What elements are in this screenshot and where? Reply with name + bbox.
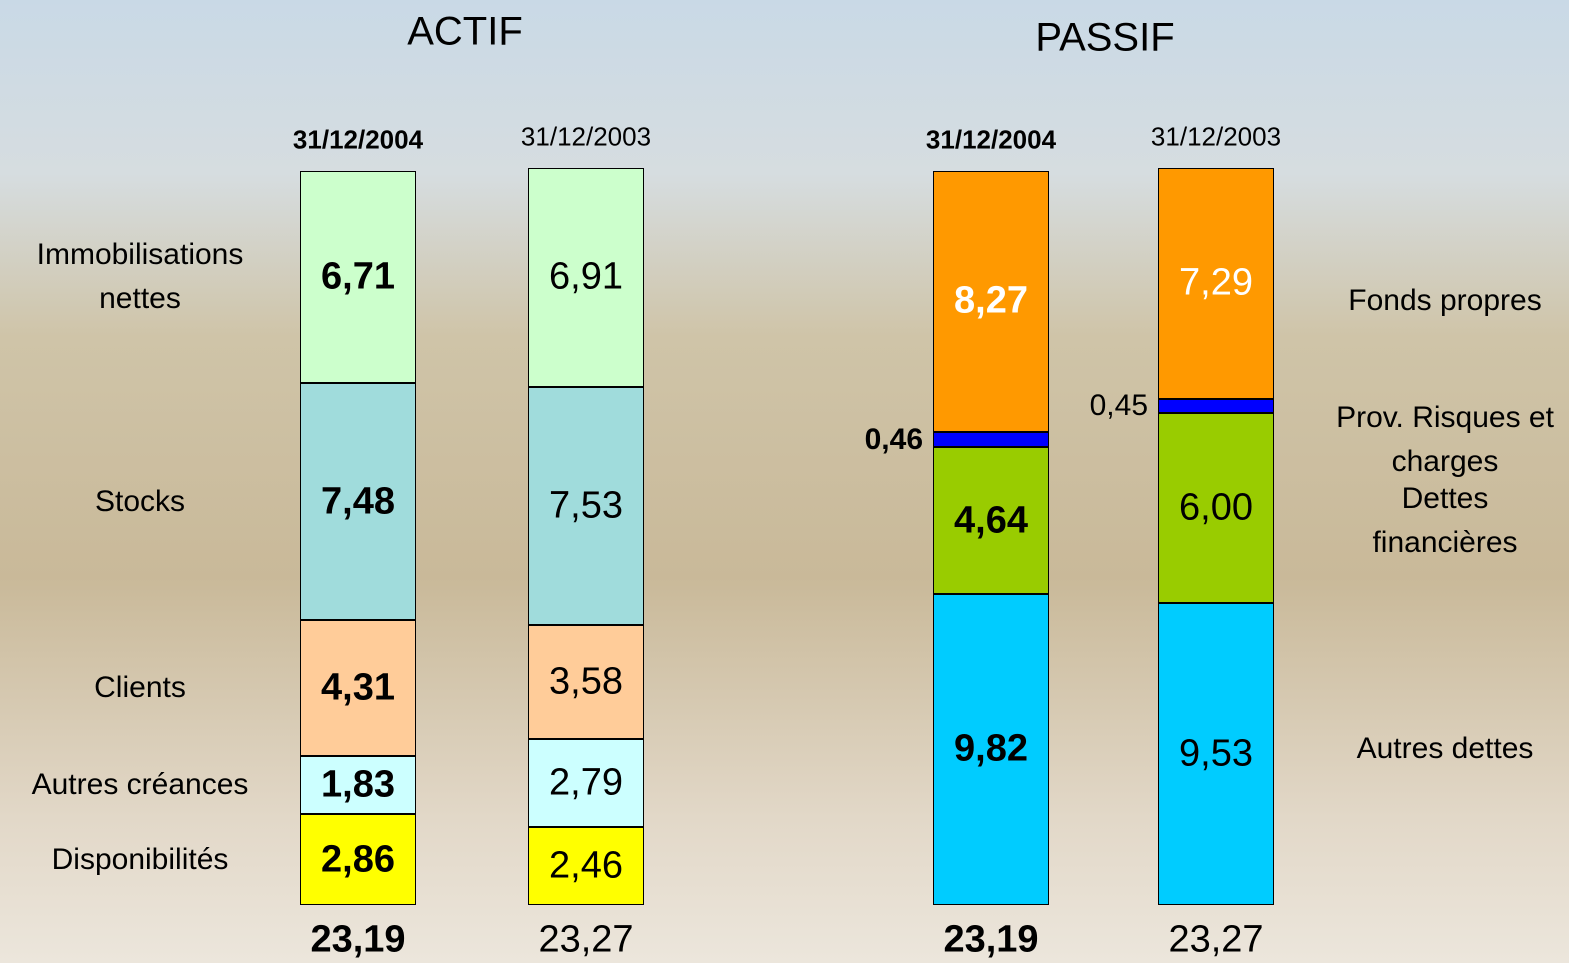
total-label: 23,27 <box>538 918 634 961</box>
bar-segment <box>1158 413 1274 604</box>
bar-segment <box>528 386 644 626</box>
value-label: 9,53 <box>1179 732 1253 775</box>
bar-segment <box>933 170 1049 433</box>
value-label: 7,48 <box>321 480 395 522</box>
bar-segment <box>933 593 1049 905</box>
series-label: Fonds propres <box>1348 284 1542 318</box>
bar-segment <box>528 168 644 387</box>
series-label: Autres dettes <box>1356 732 1534 766</box>
series-label: Prov. Risques et charges <box>1336 400 1554 478</box>
series-label: Immobilisations nettes <box>36 237 244 315</box>
value-label: 6,71 <box>321 255 395 298</box>
bar-segment <box>528 827 644 905</box>
bar-segment <box>933 432 1049 448</box>
series-label: Dettes financières <box>1372 481 1518 559</box>
series-label: Disponibilités <box>51 842 229 876</box>
series-label: Autres créances <box>31 768 249 802</box>
value-label: 2,86 <box>321 838 395 881</box>
bar-segment <box>1158 603 1274 905</box>
bar-segment <box>528 625 644 739</box>
total-label: 23,27 <box>1168 918 1264 961</box>
category-label: 31/12/2003 <box>1150 121 1282 152</box>
value-label: 0,46 <box>864 422 923 456</box>
value-label: 0,45 <box>1089 389 1148 422</box>
value-label: 2,46 <box>549 844 623 887</box>
category-label: 31/12/2004 <box>292 124 424 155</box>
bar-segment <box>300 814 416 905</box>
value-label: 6,00 <box>1179 486 1253 529</box>
total-label: 23,19 <box>943 918 1039 961</box>
chart-title: ACTIF <box>407 9 523 54</box>
value-label: 8,27 <box>954 279 1028 322</box>
bar-segment <box>1158 398 1274 414</box>
value-label: 1,83 <box>321 763 395 806</box>
series-label: Clients <box>94 671 186 705</box>
value-label: 4,31 <box>321 666 395 709</box>
bar-segment <box>300 756 416 815</box>
bar-segment <box>300 170 416 384</box>
value-label: 2,79 <box>549 761 623 804</box>
bar-segment <box>528 738 644 828</box>
value-label: 4,64 <box>954 499 1028 541</box>
value-label: 6,91 <box>549 255 623 298</box>
total-label: 23,19 <box>310 918 406 961</box>
category-label: 31/12/2003 <box>520 121 652 152</box>
value-label: 7,29 <box>1179 261 1253 304</box>
value-label: 7,53 <box>549 484 623 527</box>
value-label: 9,82 <box>954 727 1028 770</box>
bar-segment <box>300 619 416 757</box>
value-label: 3,58 <box>549 660 623 703</box>
bar-segment <box>933 447 1049 594</box>
chart-title: PASSIF <box>1035 15 1175 60</box>
bar-segment <box>1158 168 1274 399</box>
series-label: Stocks <box>94 484 186 518</box>
category-label: 31/12/2004 <box>925 124 1057 155</box>
bar-segment <box>300 383 416 620</box>
